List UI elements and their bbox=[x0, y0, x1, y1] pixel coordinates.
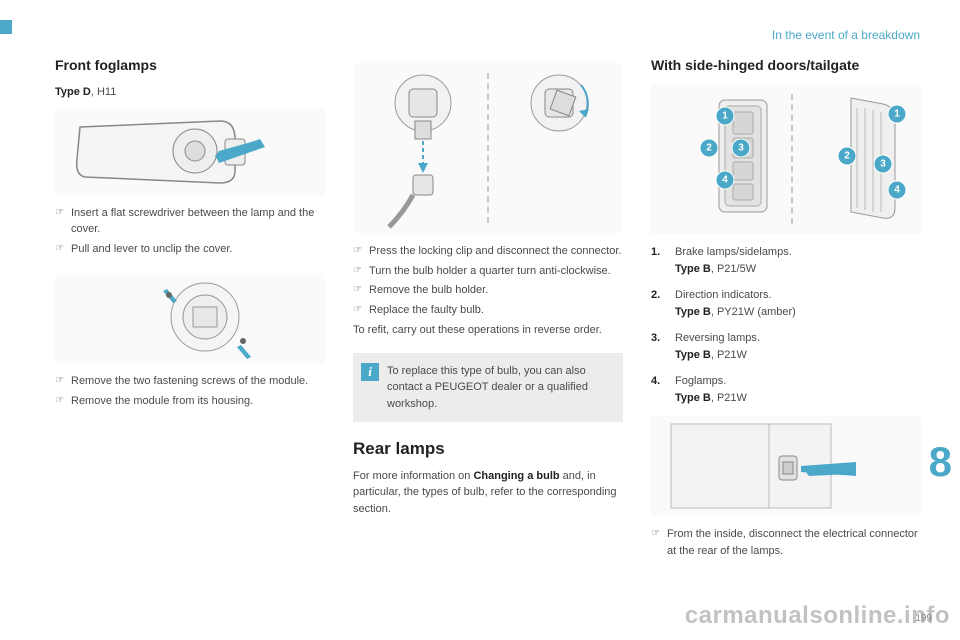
rear-lamps-text: For more information on Changing a bulb … bbox=[353, 468, 623, 518]
lamp-3-type: Type B bbox=[675, 349, 711, 361]
doors-title: With side-hinged doors/tailgate bbox=[651, 55, 921, 76]
figure-rear-lamps: 1 2 3 4 1 2 3 4 bbox=[651, 84, 921, 234]
figure-foglamp-module bbox=[55, 273, 325, 363]
type-label: Type D bbox=[55, 86, 91, 98]
content-columns: Front foglamps Type D, H11 Insert a flat… bbox=[55, 55, 925, 562]
rear-lamps-title: Rear lamps bbox=[353, 436, 623, 462]
svg-text:2: 2 bbox=[844, 151, 850, 162]
steps-list-4: From the inside, disconnect the electric… bbox=[651, 526, 921, 559]
lamp-item-2: 2. Direction indicators. Type B, PY21W (… bbox=[651, 287, 921, 320]
front-foglamps-title: Front foglamps bbox=[55, 55, 325, 76]
steps-list-3: Press the locking clip and disconnect th… bbox=[353, 243, 623, 318]
lamp-2-label: Direction indicators. bbox=[675, 289, 772, 301]
rear-text-bold: Changing a bulb bbox=[473, 470, 559, 482]
step-1a: Insert a flat screwdriver between the la… bbox=[55, 205, 325, 238]
step-4a: From the inside, disconnect the electric… bbox=[651, 526, 921, 559]
svg-text:1: 1 bbox=[722, 111, 728, 122]
lamp-item-1: 1. Brake lamps/sidelamps. Type B, P21/5W bbox=[651, 244, 921, 277]
lamp-1-label: Brake lamps/sidelamps. bbox=[675, 246, 792, 258]
lamp-2-type: Type B bbox=[675, 306, 711, 318]
column-3: With side-hinged doors/tailgate 1 2 3 4 bbox=[651, 55, 921, 562]
lamp-2-spec: , PY21W (amber) bbox=[711, 306, 796, 318]
watermark: carmanualsonline.info bbox=[685, 598, 950, 634]
lamp-1-type: Type B bbox=[675, 263, 711, 275]
figure-connector bbox=[353, 63, 623, 233]
lamp-4-spec: , P21W bbox=[711, 392, 747, 404]
info-icon: i bbox=[361, 363, 379, 381]
step-1b: Pull and lever to unclip the cover. bbox=[55, 241, 325, 258]
lamp-4-type: Type B bbox=[675, 392, 711, 404]
lamp-1-spec: , P21/5W bbox=[711, 263, 756, 275]
figure-divider bbox=[487, 73, 489, 223]
step-3a: Press the locking clip and disconnect th… bbox=[353, 243, 623, 260]
lamp-item-3: 3. Reversing lamps. Type B, P21W bbox=[651, 330, 921, 363]
column-1: Front foglamps Type D, H11 Insert a flat… bbox=[55, 55, 325, 562]
step-2b: Remove the module from its housing. bbox=[55, 393, 325, 410]
lamp-3-label: Reversing lamps. bbox=[675, 332, 760, 344]
figure-connector-rear bbox=[651, 416, 921, 516]
section-header: In the event of a breakdown bbox=[772, 26, 920, 44]
svg-text:3: 3 bbox=[738, 143, 744, 154]
steps-list-2: Remove the two fastening screws of the m… bbox=[55, 373, 325, 409]
rear-text-a: For more information on bbox=[353, 470, 473, 482]
svg-text:4: 4 bbox=[722, 175, 728, 186]
figure-divider-2 bbox=[791, 94, 793, 224]
step-3d: Replace the faulty bulb. bbox=[353, 302, 623, 319]
svg-text:2: 2 bbox=[706, 143, 712, 154]
lamp-item-4: 4. Foglamps. Type B, P21W bbox=[651, 373, 921, 406]
chapter-number: 8 bbox=[929, 430, 952, 493]
lamp-3-spec: , P21W bbox=[711, 349, 747, 361]
type-line: Type D, H11 bbox=[55, 84, 325, 101]
column-2: Press the locking clip and disconnect th… bbox=[353, 55, 623, 562]
svg-text:3: 3 bbox=[880, 159, 886, 170]
info-box: i To replace this type of bulb, you can … bbox=[353, 353, 623, 423]
lamp-4-label: Foglamps. bbox=[675, 375, 726, 387]
svg-text:1: 1 bbox=[894, 109, 900, 120]
info-text: To replace this type of bulb, you can al… bbox=[387, 365, 588, 410]
step-3b: Turn the bulb holder a quarter turn anti… bbox=[353, 263, 623, 280]
page-accent-bar bbox=[0, 20, 12, 34]
figure-foglamp-cover bbox=[55, 109, 325, 195]
refit-text: To refit, carry out these operations in … bbox=[353, 322, 623, 339]
steps-list-1: Insert a flat screwdriver between the la… bbox=[55, 205, 325, 258]
lamp-list: 1. Brake lamps/sidelamps. Type B, P21/5W… bbox=[651, 244, 921, 406]
step-3c: Remove the bulb holder. bbox=[353, 282, 623, 299]
type-suffix: , H11 bbox=[91, 86, 116, 98]
svg-text:4: 4 bbox=[894, 185, 900, 196]
step-2a: Remove the two fastening screws of the m… bbox=[55, 373, 325, 390]
